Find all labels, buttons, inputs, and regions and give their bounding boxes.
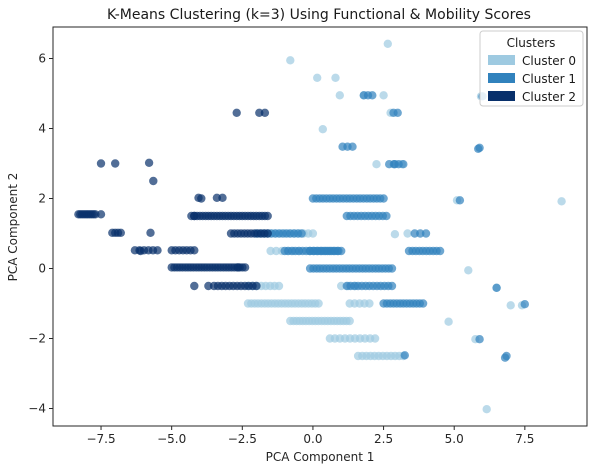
data-point bbox=[500, 353, 510, 362]
legend-box bbox=[479, 30, 584, 107]
data-point bbox=[318, 125, 327, 134]
series-2 bbox=[74, 108, 272, 291]
data-point bbox=[308, 229, 318, 238]
data-point bbox=[345, 316, 354, 326]
data-point bbox=[263, 229, 272, 238]
data-point bbox=[393, 108, 402, 118]
y-tick-label: 6 bbox=[38, 52, 46, 66]
data-point bbox=[263, 211, 272, 221]
data-point bbox=[379, 194, 388, 203]
x-tick-label: −7.5 bbox=[86, 432, 115, 446]
plot-frame bbox=[52, 26, 588, 427]
data-point bbox=[444, 317, 453, 326]
data-point bbox=[370, 334, 380, 343]
data-point bbox=[435, 246, 445, 256]
data-point bbox=[233, 263, 243, 272]
x-axis-ticks: −7.5 −5.0 −2.5 0.0 2.5 5.0 7.5 bbox=[86, 426, 534, 446]
data-point bbox=[136, 246, 145, 256]
series-1 bbox=[252, 91, 529, 362]
data-point bbox=[146, 228, 155, 237]
x-tick-label: 0.0 bbox=[303, 432, 322, 446]
data-point bbox=[520, 300, 529, 309]
data-point bbox=[464, 266, 473, 275]
data-point bbox=[260, 108, 270, 118]
data-point bbox=[314, 299, 323, 308]
legend-swatch bbox=[488, 55, 515, 65]
data-point bbox=[365, 299, 374, 308]
data-point bbox=[286, 56, 295, 65]
data-point bbox=[403, 229, 412, 238]
data-point bbox=[153, 246, 162, 255]
x-tick-label: −5.0 bbox=[157, 432, 186, 446]
data-point bbox=[379, 91, 388, 100]
data-point bbox=[331, 73, 340, 83]
legend-entries: Cluster 0 Cluster 1 Cluster 2 bbox=[488, 54, 576, 104]
data-point bbox=[252, 281, 261, 291]
x-tick-label: −2.5 bbox=[228, 432, 257, 446]
data-point bbox=[492, 283, 501, 292]
data-point bbox=[335, 91, 344, 100]
data-point bbox=[506, 301, 515, 310]
legend-label: Cluster 0 bbox=[522, 54, 576, 68]
legend-label: Cluster 1 bbox=[522, 72, 576, 86]
y-axis-ticks: −4 −2 0 2 4 6 bbox=[28, 52, 53, 416]
data-point bbox=[382, 211, 391, 221]
data-point bbox=[334, 246, 343, 256]
data-point bbox=[400, 351, 409, 360]
points-layer bbox=[74, 39, 566, 414]
data-point bbox=[204, 281, 213, 291]
data-point bbox=[421, 229, 431, 238]
data-point bbox=[475, 143, 484, 152]
data-point bbox=[313, 73, 322, 83]
data-point bbox=[149, 176, 158, 186]
y-axis-label: PCA Component 2 bbox=[6, 173, 20, 282]
data-point bbox=[390, 230, 400, 239]
data-point bbox=[194, 193, 203, 202]
y-tick-label: 0 bbox=[38, 262, 46, 276]
legend-swatch bbox=[488, 73, 515, 83]
chart-title: K-Means Clustering (k=3) Using Functiona… bbox=[107, 7, 531, 23]
data-point bbox=[111, 159, 120, 168]
data-point bbox=[418, 299, 428, 308]
data-point bbox=[348, 142, 357, 151]
data-point bbox=[383, 39, 392, 48]
y-tick-label: 4 bbox=[38, 122, 46, 136]
data-point bbox=[274, 281, 284, 291]
legend-label: Cluster 2 bbox=[522, 90, 576, 104]
data-point bbox=[475, 335, 484, 344]
data-point bbox=[399, 160, 408, 169]
data-point bbox=[455, 196, 465, 205]
data-point bbox=[232, 108, 241, 118]
data-point bbox=[557, 197, 566, 206]
y-tick-label: 2 bbox=[38, 192, 46, 206]
x-tick-label: 2.5 bbox=[374, 432, 393, 446]
data-point bbox=[240, 263, 250, 272]
data-point bbox=[144, 158, 154, 167]
data-point bbox=[96, 159, 106, 168]
data-point bbox=[116, 228, 126, 237]
legend: Clusters Cluster 0 Cluster 1 Cluster 2 bbox=[479, 30, 584, 107]
data-point bbox=[190, 246, 199, 255]
legend-title: Clusters bbox=[507, 36, 556, 50]
data-point bbox=[390, 160, 400, 169]
x-tick-label: 7.5 bbox=[515, 432, 534, 446]
data-point bbox=[190, 211, 199, 221]
y-tick-label: −2 bbox=[28, 332, 46, 346]
data-point bbox=[387, 264, 397, 273]
data-point bbox=[96, 210, 106, 219]
x-tick-label: 5.0 bbox=[445, 432, 464, 446]
data-point bbox=[482, 405, 491, 414]
data-point bbox=[218, 193, 227, 202]
data-point bbox=[372, 160, 381, 169]
data-point bbox=[387, 281, 397, 291]
data-point bbox=[297, 229, 306, 238]
data-point bbox=[190, 281, 199, 291]
data-point bbox=[368, 91, 377, 100]
y-tick-label: −4 bbox=[28, 402, 46, 416]
x-axis-label: PCA Component 1 bbox=[266, 450, 375, 464]
legend-swatch bbox=[488, 91, 515, 101]
